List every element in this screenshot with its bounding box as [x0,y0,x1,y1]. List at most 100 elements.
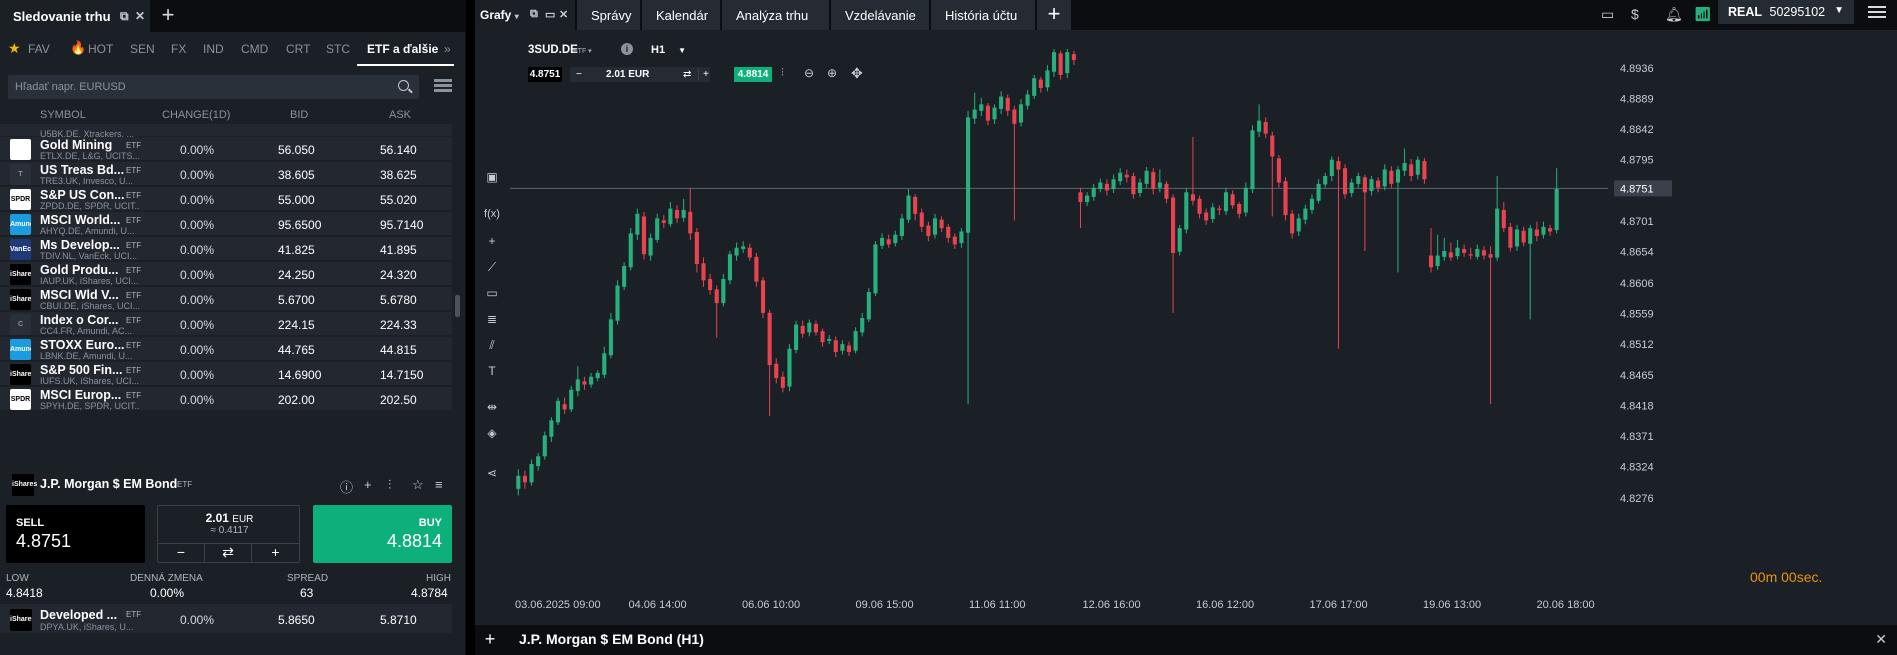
table-row[interactable]: Gold Mining ETF ETLX.DE, L&G, UCITS... 0.00… [0,137,452,161]
tab-calendar[interactable]: Kalendár [642,0,720,30]
share-icon[interactable]: ⋖ [486,466,498,480]
tab-cmd[interactable]: CMD [241,42,269,56]
swap-icon[interactable]: ⇄ [683,69,692,80]
grid-view-icon[interactable] [434,79,452,93]
quick-buy-chip[interactable]: 4.8814 [734,67,772,82]
info-icon[interactable]: ⓘ [340,480,354,495]
quick-volume-value[interactable]: 2.01 EUR [606,69,650,80]
price-chart[interactable]: 4.8936 4.8889 4.8842 4.8795 4.8701 4.8654 4.86… [510,30,1897,620]
add-chart-button[interactable]: + [484,629,496,649]
column-ask[interactable]: ASK [389,109,412,121]
tab-market-analysis[interactable]: Analýza trhu [722,0,829,30]
chart-icon[interactable]: ⫶ [388,477,392,492]
column-bid[interactable]: BID [290,109,309,121]
table-row[interactable]: SPDR S&P US Con... ETF ZPDD.DE, SPDR, UCIT.… [0,187,452,211]
chevron-right-icon[interactable]: » [444,42,451,56]
tab-ind[interactable]: IND [203,42,224,56]
tab-fav[interactable]: FAV [28,42,50,56]
table-row[interactable]: U5BK.DE, Xtrackers, ... [0,124,452,139]
close-icon[interactable]: ✕ [1875,631,1887,647]
tab-account-history[interactable]: História účtu [931,0,1035,30]
decrease-volume-button[interactable]: − [576,69,582,80]
add-panel-button[interactable]: + [161,2,175,27]
increase-volume-button[interactable]: + [252,543,299,562]
tab-education[interactable]: Vzdelávanie [831,0,929,30]
table-row[interactable]: SPDR MSCI Europ... ETF SPYH.DE, SPDR, UCIT.… [0,387,452,411]
layers-icon[interactable]: ◈ [487,426,497,440]
tab-news[interactable]: Správy [577,0,640,30]
layout-icon[interactable]: ▭ [1601,6,1615,22]
search-icon[interactable] [398,80,409,91]
chevron-down-icon[interactable]: ▼ [1834,5,1844,16]
charts-menu-label[interactable]: Grafy [480,8,512,22]
crosshair-icon[interactable]: ▣ [486,170,498,184]
chevron-down-icon[interactable]: ▾ [514,12,519,21]
table-row[interactable]: T US Treas Bd... ETF TRE3.UK, Invesco, U...… [0,162,452,186]
channel-icon[interactable]: ⫽ [489,338,495,352]
text-icon[interactable]: T [488,364,496,378]
window-icon[interactable]: ▭ [545,9,556,21]
add-tab-button[interactable]: + [1037,0,1071,30]
x-tick-label: 03.06.2025 09:00 [515,599,601,611]
table-row[interactable]: C Index o Cor... ETF CC4.FR, Amundi, AC... 0… [0,312,452,336]
account-selector[interactable]: REAL 50295102 ▼ [1718,0,1854,24]
instrument-type: ETF [126,341,142,350]
buy-button[interactable]: BUY 4.8814 [313,505,452,563]
rectangle-icon[interactable]: ▭ [486,286,498,300]
sell-button[interactable]: SELL 4.8751 [6,505,145,563]
cross-icon[interactable]: + [488,234,496,248]
tab-sen[interactable]: SEN [130,42,155,56]
instrument-ask: 55.020 [380,193,417,207]
candle-body [615,285,620,321]
chart-symbol[interactable]: 3SUD.DE [528,44,578,56]
close-icon[interactable]: ✕ [559,9,569,21]
scrollbar[interactable] [455,295,460,317]
tab-stc[interactable]: STC [326,42,350,56]
indicator-icon[interactable]: f(x) [484,208,500,220]
close-icon[interactable]: ✕ [135,9,146,23]
watchlist-tab[interactable]: Sledovanie trhu ⧉ ✕ [0,0,150,32]
charts-tab[interactable]: Grafy ▾ ⧉ ▭ ✕ [475,0,575,30]
info-icon[interactable]: i [621,43,633,55]
candle-body [1250,130,1255,190]
star-outline-icon[interactable]: ☆ [412,477,424,492]
bell-icon[interactable]: 🔔︎ [1665,6,1683,22]
alert-list-icon[interactable]: ≡ [435,477,443,492]
tab-hot[interactable]: HOT [88,42,114,56]
table-row[interactable]: iShares Developed ... ETF DPYA.UK, iShar… [0,604,452,634]
popout-icon[interactable]: ⧉ [530,8,538,20]
decrease-volume-button[interactable]: − [158,543,205,562]
stat-spread-label: SPREAD [287,573,329,584]
column-symbol[interactable]: SYMBOL [40,109,86,121]
swap-icon[interactable]: ⇄ [205,543,252,562]
increase-volume-button[interactable]: + [698,69,709,80]
zoom-in-icon[interactable]: ⊕ [827,66,838,80]
tab-fx[interactable]: FX [171,42,187,56]
search-input[interactable]: Hľadať napr. EURUSD [8,75,419,99]
move-icon[interactable]: ✥ [851,65,863,81]
zoom-out-icon[interactable]: ⊖ [804,66,815,80]
candle-type-icon[interactable]: ⫶ [781,67,784,79]
add-icon[interactable]: + [364,477,372,492]
column-change[interactable]: CHANGE(1D) [162,109,231,121]
buy-price: 4.8814 [386,531,442,551]
tab-etf[interactable]: ETF a ďalšie [367,42,439,56]
quick-sell-chip[interactable]: 4.8751 [528,67,562,82]
fibonacci-icon[interactable]: ≣ [486,312,498,326]
trendline-icon[interactable]: ⟋ [487,260,497,274]
menu-icon[interactable] [1868,6,1886,18]
popout-icon[interactable]: ⧉ [120,9,129,23]
compare-icon[interactable]: ⇹ [486,400,498,414]
volume-value[interactable]: 2.01 EUR [205,511,254,525]
candle-body [1098,182,1103,190]
tab-crt[interactable]: CRT [286,42,311,56]
price-alert-icon[interactable]: $ [1631,6,1639,22]
timeframe-selector[interactable]: H1 ▼ [651,44,687,56]
candle-body [939,219,944,229]
